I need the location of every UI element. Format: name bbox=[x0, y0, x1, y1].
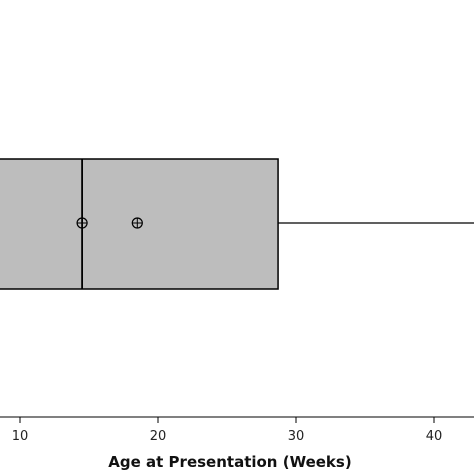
x-tick-label-40: 40 bbox=[426, 429, 443, 444]
x-axis-title: Age at Presentation (Weeks) bbox=[108, 453, 351, 471]
x-axis: 10 20 30 40 bbox=[0, 416, 474, 444]
mean-marker bbox=[131, 217, 143, 229]
median-marker bbox=[76, 217, 88, 229]
x-tick-label-20: 20 bbox=[150, 429, 167, 444]
x-tick-label-30: 30 bbox=[288, 429, 305, 444]
iqr-box bbox=[0, 158, 279, 290]
plot-area bbox=[0, 158, 474, 290]
x-tick-label-10: 10 bbox=[12, 429, 29, 444]
